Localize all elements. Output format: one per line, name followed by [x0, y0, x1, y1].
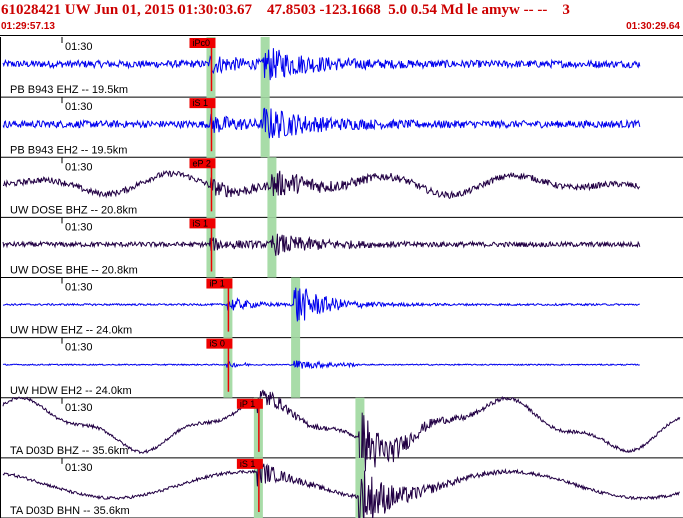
time-tick-label: 01:30: [65, 161, 93, 173]
waveform-trace: [2, 107, 641, 139]
waveform-trace: [2, 389, 681, 474]
pick-label: iP 1: [240, 399, 255, 409]
pick-label: iS 1: [192, 218, 208, 228]
trace-panel[interactable]: 01:30 eP 2 UW DOSE BHZ -- 20.8km: [0, 157, 683, 218]
pick-flag[interactable]: [206, 338, 233, 349]
pick-flag[interactable]: [236, 458, 263, 469]
pick-flag[interactable]: [189, 158, 216, 169]
pick-label: iS 1: [240, 459, 256, 469]
pick-label: iS 0: [209, 339, 225, 349]
s-window-band: [291, 277, 301, 338]
trace-panel[interactable]: 01:30 iP 1 TA D03D BHZ -- 35.6km: [0, 389, 683, 474]
time-tick-label: 01:30: [65, 462, 93, 474]
event-title: 61028421 UW Jun 01, 2015 01:30:03.67 47.…: [1, 2, 570, 18]
pick-label: eP 2: [192, 158, 210, 168]
station-label: UW DOSE BHE -- 20.8km: [10, 265, 138, 277]
time-tick-label: 01:30: [65, 41, 93, 53]
window-start-time: 01:29:57.13: [1, 21, 55, 32]
trace-panel[interactable]: 01:30 iPc0 PB B943 EHZ -- 19.5km: [0, 37, 683, 98]
window-end-time: 01:30:29.64: [626, 21, 680, 32]
station-label: PB B943 EHZ -- 19.5km: [10, 84, 128, 96]
s-window-band: [355, 457, 365, 518]
s-window-band: [291, 337, 301, 398]
pick-flag[interactable]: [236, 398, 263, 409]
waveform-trace: [2, 233, 641, 256]
pick-flag[interactable]: [189, 218, 216, 229]
trace-panel[interactable]: 01:30 iS 0 UW HDW EH2 -- 24.0km: [0, 337, 683, 399]
waveform-trace: [2, 360, 640, 370]
station-label: TA D03D BHZ -- 35.6km: [10, 445, 128, 457]
pick-flag[interactable]: [189, 98, 216, 109]
waveform-trace: [2, 48, 641, 81]
pick-flag[interactable]: [206, 278, 233, 289]
station-label: PB B943 EH2 -- 19.5km: [10, 144, 127, 156]
time-tick-label: 01:30: [65, 221, 93, 233]
station-label: UW HDW EH2 -- 24.0km: [10, 385, 132, 397]
trace-panel[interactable]: 01:30 iP 1 UW HDW EHZ -- 24.0km: [0, 277, 683, 339]
station-label: UW DOSE BHZ -- 20.8km: [10, 204, 137, 216]
waveform-trace: [3, 287, 640, 322]
station-label: TA D03D BHN -- 35.6km: [10, 505, 130, 517]
station-label: UW HDW EHZ -- 24.0km: [10, 325, 132, 337]
s-window-band: [355, 397, 365, 458]
trace-panel[interactable]: 01:30 iS 1 PB B943 EH2 -- 19.5km: [0, 97, 683, 158]
trace-panel[interactable]: 01:30 iS 1 UW DOSE BHE -- 20.8km: [0, 217, 683, 278]
pick-label: iS 1: [192, 98, 208, 108]
time-tick-label: 01:30: [65, 402, 93, 414]
time-tick-label: 01:30: [65, 282, 93, 294]
trace-panel[interactable]: 01:30 iS 1 TA D03D BHN -- 35.6km: [0, 457, 683, 518]
header-divider: [0, 35, 683, 36]
s-window-band: [267, 157, 277, 218]
pick-flag[interactable]: [189, 38, 216, 48]
pick-label: iPc0: [192, 38, 210, 48]
waveform-trace: [2, 459, 680, 518]
waveform-trace: [3, 170, 641, 199]
time-tick-label: 01:30: [65, 342, 93, 354]
pick-label: iP 1: [209, 279, 224, 289]
time-tick-label: 01:30: [65, 101, 93, 113]
